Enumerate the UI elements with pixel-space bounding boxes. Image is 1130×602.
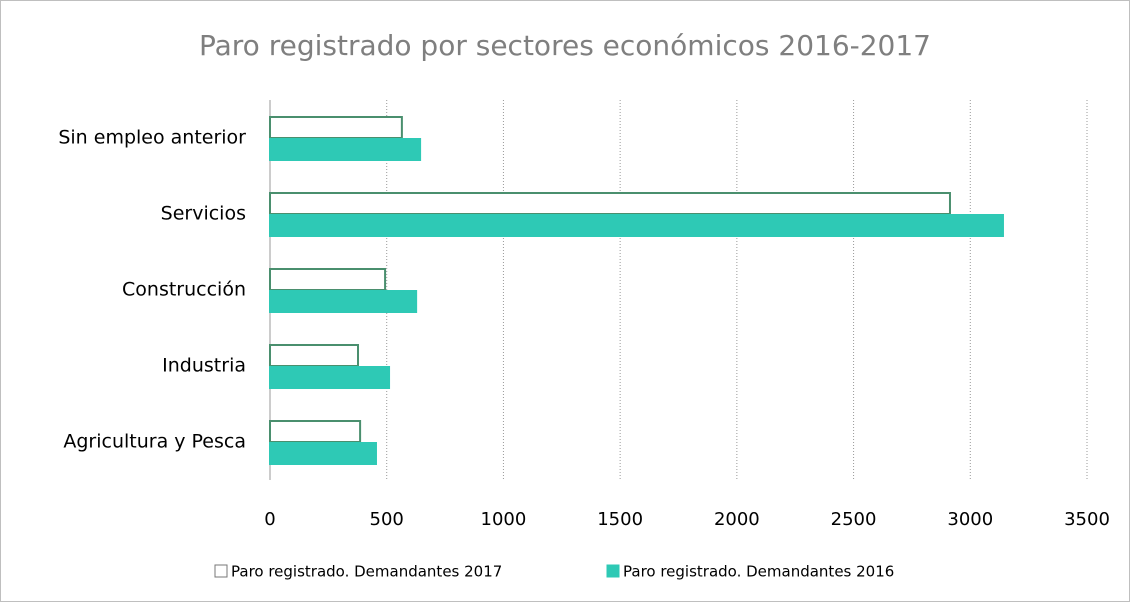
bar <box>269 268 387 291</box>
legend-label: Paro registrado. Demandantes 2016 <box>623 563 894 581</box>
chart-title: Paro registrado por sectores económicos … <box>199 29 931 62</box>
x-tick-label: 2500 <box>831 509 877 530</box>
x-tick-label: 1000 <box>481 509 527 530</box>
bar <box>269 192 951 215</box>
bar <box>269 138 422 161</box>
y-tick-label: Servicios <box>161 203 246 225</box>
y-tick-label: Construcción <box>122 279 246 301</box>
bar <box>269 366 391 389</box>
x-tick-label: 3000 <box>947 509 993 530</box>
x-tick-label: 1500 <box>597 509 643 530</box>
legend-swatch <box>214 564 228 578</box>
bar <box>269 290 418 313</box>
x-tick-label: 0 <box>264 509 275 530</box>
legend-swatch <box>606 564 620 578</box>
legend-label: Paro registrado. Demandantes 2017 <box>231 563 502 581</box>
bar <box>269 214 1004 237</box>
x-tick-label: 3500 <box>1064 509 1110 530</box>
bar <box>269 442 377 465</box>
bar <box>269 420 362 443</box>
x-tick-label: 500 <box>370 509 404 530</box>
x-tick-label: 2000 <box>714 509 760 530</box>
bar <box>269 116 403 139</box>
y-tick-label: Agricultura y Pesca <box>63 431 246 453</box>
y-tick-label: Industria <box>162 355 246 377</box>
bar <box>269 344 360 367</box>
y-tick-label: Sin empleo anterior <box>58 127 246 149</box>
